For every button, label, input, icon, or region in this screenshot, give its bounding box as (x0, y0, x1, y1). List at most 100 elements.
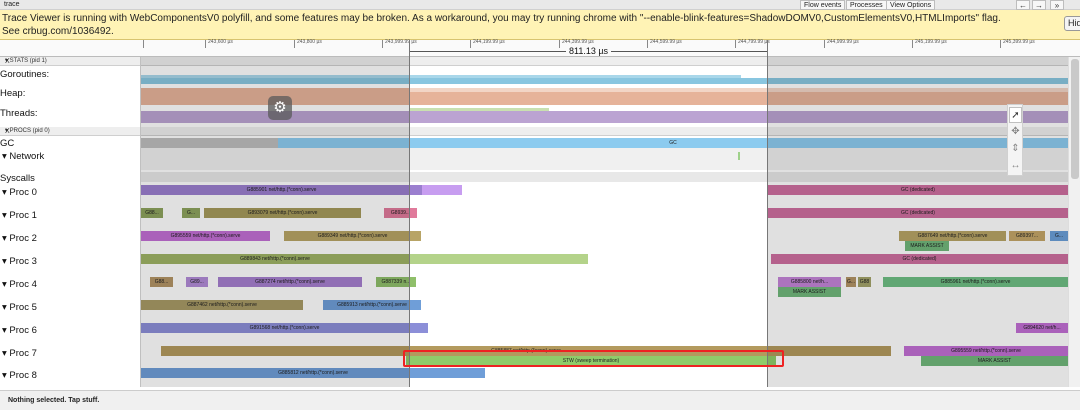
proc-4-slice[interactable]: G885800 net/h... (778, 277, 841, 287)
ruler-tick: 244,399.99 µs (559, 39, 594, 48)
proc-2-track[interactable]: G895559 net/http.(*conn).serve G889349 n… (141, 231, 1068, 253)
processes-button[interactable]: Processes (846, 0, 887, 10)
proc-3-slice[interactable] (409, 254, 588, 264)
proc-1-slice[interactable]: G893079 net/http.(*conn).serve (204, 208, 361, 218)
proc-3-track[interactable]: G889843 net/http.(*conn).serve GC (dedic… (141, 254, 1068, 266)
time-ruler[interactable]: 243,600 µs 243,800 µs 243,999.99 µs 244,… (0, 39, 1080, 57)
proc-4-slice[interactable]: G887339 n... (376, 277, 416, 287)
forward-arrow-icon[interactable]: → (1032, 0, 1046, 10)
flow-events-button[interactable]: Flow events (800, 0, 846, 10)
selection-end-line[interactable] (767, 40, 768, 387)
proc-4-slice[interactable]: G... (846, 277, 856, 287)
pointer-tool-icon[interactable]: ➚ (1009, 107, 1022, 123)
syscalls-track[interactable] (141, 172, 1068, 182)
goroutines-counter-track[interactable] (141, 68, 1068, 85)
proc-6-slice[interactable]: G891568 net/http.(*conn).serve (141, 323, 428, 333)
proc-4-track[interactable]: G88... G89... G887274 net/http.(*conn).s… (141, 277, 1068, 299)
proc-2-slice[interactable]: G895559 net/http.(*conn).serve (141, 231, 270, 241)
stw-sweep-termination-slice[interactable]: STW (sweep termination) (406, 356, 776, 366)
proc-3-label[interactable]: ▾ Proc 3 (2, 256, 37, 267)
proc-1-slice[interactable]: G... (182, 208, 200, 218)
proc-6-label[interactable]: ▾ Proc 6 (2, 325, 37, 336)
proc-2-label[interactable]: ▾ Proc 2 (2, 233, 37, 244)
view-options-button[interactable]: View Options (886, 0, 936, 10)
gc-track[interactable]: GC (141, 138, 1068, 148)
ruler-tick: 243,999.99 µs (382, 39, 417, 48)
threads-label: Threads: (0, 108, 38, 119)
syscalls-label: Syscalls (0, 173, 35, 184)
proc-5-label[interactable]: ▾ Proc 5 (2, 302, 37, 313)
warning-message: Trace Viewer is running with WebComponen… (2, 13, 1001, 37)
ruler-tick: 244,999.99 µs (824, 39, 859, 48)
heap-label: Heap: (0, 88, 26, 99)
proc-4-label[interactable]: ▾ Proc 4 (2, 279, 37, 290)
proc-4-mark-assist[interactable]: MARK ASSIST (778, 287, 841, 297)
threads-counter-track[interactable] (141, 106, 1068, 125)
vertical-scrollbar[interactable] (1068, 57, 1080, 387)
proc-2-mark-assist[interactable]: MARK ASSIST (905, 241, 949, 251)
proc-3-gc-slice[interactable]: GC (dedicated) (771, 254, 1068, 264)
proc-2-slice[interactable]: G89397... (1009, 231, 1045, 241)
proc-5-slice[interactable]: G887462 net/http.(*conn).serve (141, 300, 303, 310)
gc-label: GC (0, 138, 15, 149)
proc-0-label[interactable]: ▾ Proc 0 (2, 187, 37, 198)
selection-start-line[interactable] (409, 40, 410, 387)
network-track[interactable] (141, 148, 1068, 170)
close-stats-icon[interactable]: X (5, 58, 10, 65)
proc-7-label[interactable]: ▾ Proc 7 (2, 348, 37, 359)
ruler-tick: 245,399.99 µs (1000, 39, 1035, 48)
proc-0-gc-slice[interactable]: GC (dedicated) (768, 185, 1068, 195)
gc-slice[interactable]: GC (278, 138, 1068, 148)
proc-5-slice[interactable]: G885913 net/http.(*conn).serve (323, 300, 421, 310)
proc-7-mark-assist[interactable]: MARK ASSIST (921, 356, 1068, 366)
ruler-tick: 244,599.99 µs (647, 39, 682, 48)
proc-1-label[interactable]: ▾ Proc 1 (2, 210, 37, 221)
proc-4-slice[interactable]: G88 (858, 277, 871, 287)
proc-0-slice[interactable] (422, 185, 462, 195)
pan-tool-icon[interactable]: ✥ (1011, 126, 1020, 137)
scrollbar-thumb[interactable] (1071, 59, 1079, 179)
proc-2-slice[interactable]: G... (1050, 231, 1068, 241)
ruler-tick: 244,199.99 µs (470, 39, 505, 48)
proc-6-track[interactable]: G891568 net/http.(*conn).serve G894620 n… (141, 323, 1068, 335)
proc-8-slice[interactable]: G885812 net/http.(*conn).serve (141, 368, 485, 378)
proc-5-track[interactable]: G887462 net/http.(*conn).serve G885913 n… (141, 300, 1068, 312)
proc-4-slice[interactable]: G88... (150, 277, 173, 287)
proc-1-track[interactable]: G88... G... G893079 net/http.(*conn).ser… (141, 208, 1068, 220)
mouse-mode-toolbox: ➚ ✥ ⇕ ↔ (1007, 104, 1023, 176)
status-text: Nothing selected. Tap stuff. (8, 397, 100, 404)
proc-7-slice[interactable]: G895559 net/http.(*conn).serve (904, 346, 1068, 356)
proc-2-slice[interactable]: G889349 net/http.(*conn).serve (284, 231, 421, 241)
top-bar: trace Flow events Processes View Options… (0, 0, 1080, 10)
proc-0-slice[interactable]: G885901 net/http.(*conn).serve (141, 185, 422, 195)
proc-4-slice[interactable]: G887274 net/http.(*conn).serve (218, 277, 362, 287)
proc-4-slice[interactable]: G885961 net/http.(*conn).serve (883, 277, 1068, 287)
polyfill-warning: Trace Viewer is running with WebComponen… (0, 10, 1080, 40)
more-chevron-icon[interactable]: » (1050, 0, 1064, 10)
label-gutter-divider (140, 57, 141, 387)
gear-icon[interactable]: ⚙ (268, 96, 292, 120)
zoom-tool-icon[interactable]: ⇕ (1011, 143, 1020, 154)
ruler-tick: 244,799.99 µs (735, 39, 770, 48)
timing-tool-icon[interactable]: ↔ (1010, 160, 1021, 171)
proc-4-slice[interactable]: G89... (186, 277, 208, 287)
heap-counter-track[interactable] (141, 86, 1068, 105)
hide-warning-button[interactable]: Hide (1064, 16, 1080, 31)
ruler-tick (143, 40, 144, 48)
proc-2-slice[interactable]: G887649 net/http.(*conn).serve (899, 231, 1006, 241)
proc-8-track[interactable]: G885812 net/http.(*conn).serve (141, 368, 1068, 380)
selection-duration: 811.13 µs (566, 47, 612, 56)
proc-1-slice[interactable]: G88... (141, 208, 163, 218)
back-arrow-icon[interactable]: ← (1016, 0, 1030, 10)
network-label: ▾ Network (2, 151, 45, 162)
stats-section-header[interactable]: ▾ STATS (pid 1) X (0, 57, 1080, 66)
proc-8-label[interactable]: ▾ Proc 8 (2, 370, 37, 381)
close-procs-icon[interactable]: X (5, 128, 10, 135)
proc-1-slice[interactable]: G8939... (384, 208, 417, 218)
procs-section-header[interactable]: ▾ PROCS (pid 0) X (0, 127, 1080, 136)
proc-6-slice[interactable]: G894620 net/h... (1016, 323, 1068, 333)
proc-1-gc-slice[interactable]: GC (dedicated) (768, 208, 1068, 218)
proc-3-slice[interactable]: G889843 net/http.(*conn).serve (141, 254, 409, 264)
proc-0-track[interactable]: G885901 net/http.(*conn).serve GC (dedic… (141, 185, 1068, 197)
